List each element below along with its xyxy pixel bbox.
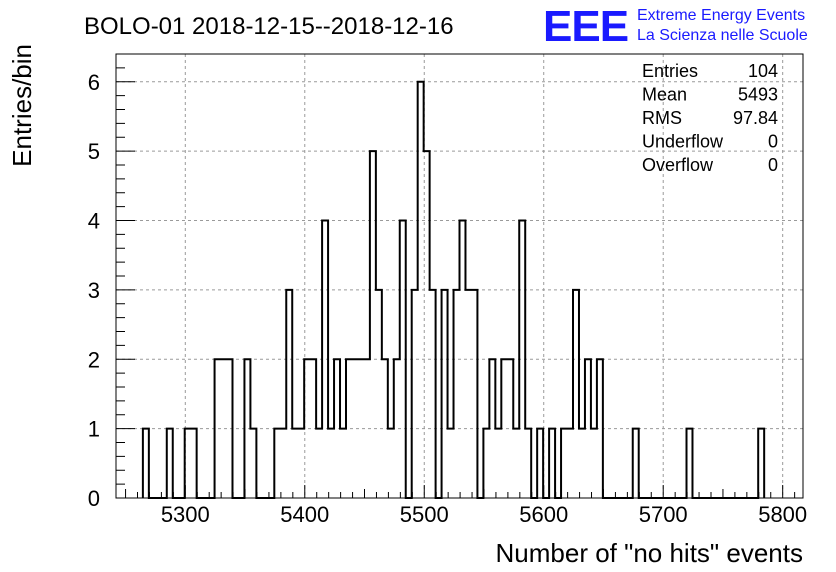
- x-tick-label: 5700: [639, 502, 688, 527]
- stats-value: 104: [748, 61, 778, 81]
- stats-label: Entries: [642, 61, 698, 81]
- x-tick-label: 5600: [519, 502, 568, 527]
- stats-box: Entries 104 Mean 5493 RMS 97.84 Underflow 0 Over…: [642, 61, 778, 175]
- y-tick-label: 6: [88, 70, 100, 95]
- x-axis-label: Number of "no hits" events: [496, 538, 804, 568]
- stats-label: Mean: [642, 85, 687, 105]
- y-tick-label: 3: [88, 278, 100, 303]
- y-tick-label: 4: [88, 209, 100, 234]
- y-tick-label: 1: [88, 417, 100, 442]
- stats-value: 97.84: [733, 108, 778, 128]
- logo-line-1: Extreme Energy Events: [637, 7, 805, 24]
- y-tick-label: 0: [88, 486, 100, 511]
- stats-value: 0: [768, 155, 778, 175]
- stats-label: Overflow: [642, 155, 714, 175]
- x-tick-label: 5300: [161, 502, 210, 527]
- x-tick-label: 5400: [280, 502, 329, 527]
- stats-value: 5493: [738, 85, 778, 105]
- logo-mark: EEE: [543, 2, 628, 51]
- y-axis-label: Entries/bin: [7, 44, 37, 167]
- x-tick-label: 5800: [758, 502, 807, 527]
- chart-title: BOLO-01 2018-12-15--2018-12-16: [84, 13, 454, 40]
- y-tick-label: 5: [88, 139, 100, 164]
- stats-label: Underflow: [642, 132, 724, 152]
- y-tick-label: 2: [88, 347, 100, 372]
- logo-line-2: La Scienza nelle Scuole: [637, 27, 808, 44]
- x-tick-label: 5500: [400, 502, 449, 527]
- eee-logo: EEE Extreme Energy Events La Scienza nel…: [543, 2, 808, 51]
- axis-ticks: [116, 67, 796, 499]
- stats-value: 0: [768, 132, 778, 152]
- stats-label: RMS: [642, 108, 682, 128]
- axis-tick-labels: 5300 5400 5500 5600 5700 5800 0 1 2 3 4 5 6: [88, 70, 807, 527]
